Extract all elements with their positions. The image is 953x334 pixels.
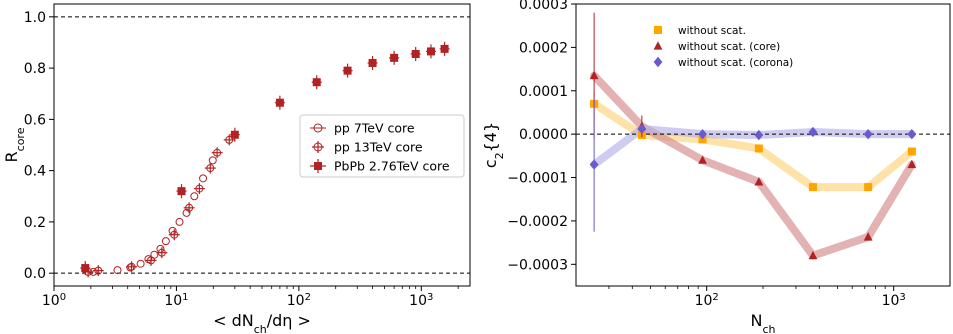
pp7-point xyxy=(199,174,208,183)
legend-label: PbPb 2.76TeV core xyxy=(334,159,450,174)
x-axis-label: Nch xyxy=(751,311,776,334)
y-tick-label: 0.0 xyxy=(24,266,46,282)
y-tick-label: 0.4 xyxy=(24,164,46,180)
pbpb-point xyxy=(411,49,420,58)
pp13-point xyxy=(92,265,104,277)
pp13-point xyxy=(211,147,223,159)
pp13-point xyxy=(204,162,216,174)
pbpb-point xyxy=(177,187,186,196)
legend-label: without scat. (corona) xyxy=(678,57,793,69)
data-point xyxy=(864,183,873,192)
pbpb-point xyxy=(426,47,435,56)
pp7-point xyxy=(161,237,170,246)
data-point xyxy=(637,123,647,135)
legend-marker xyxy=(313,123,323,133)
rcore-panel: 100 101 102 103 0.0 0.2 0.4 0.6 0.8 1.0 < dNch/dη … xyxy=(2,3,471,334)
pbpb-point xyxy=(81,264,90,273)
legend-marker xyxy=(653,41,663,50)
pp7-point xyxy=(208,156,217,165)
data-point xyxy=(808,250,818,260)
pbpb-point xyxy=(368,58,377,67)
legend-label: without scat. (core) xyxy=(678,41,780,53)
data-point xyxy=(698,128,707,140)
data-point xyxy=(589,159,599,170)
data-point xyxy=(808,183,817,192)
legend-marker xyxy=(312,141,324,153)
x-tick-label: 102 xyxy=(695,292,719,310)
data-point xyxy=(907,159,917,169)
pbpb-point xyxy=(440,44,449,53)
pp13-point xyxy=(145,254,157,266)
x-tick-label: 103 xyxy=(409,292,433,310)
y-tick-label: 1.0 xyxy=(24,10,46,26)
x-tick-label: 103 xyxy=(882,292,906,310)
y-tick-label: 0.0003 xyxy=(519,0,568,13)
legend-box xyxy=(299,114,465,178)
pbpb-point xyxy=(230,130,239,139)
data-point xyxy=(698,155,707,164)
y-tick-label: 0.8 xyxy=(24,61,46,77)
pp13-point xyxy=(126,261,138,273)
plot-frame xyxy=(53,3,471,287)
data-point xyxy=(589,70,599,80)
pp13-point xyxy=(223,134,235,146)
data-point xyxy=(863,232,873,241)
legend-label: without scat. xyxy=(678,25,746,37)
pp7-point xyxy=(190,192,199,201)
legend-marker xyxy=(653,56,663,68)
pbpb-point xyxy=(390,53,399,62)
pp13-point xyxy=(168,229,180,241)
pp13-point xyxy=(183,202,195,214)
y-tick-label: −0.0002 xyxy=(507,214,568,230)
y-tick-label: −0.0003 xyxy=(507,257,568,273)
pp7-point xyxy=(175,217,184,226)
x-axis-label: < dNch/dη > xyxy=(213,311,311,334)
legend-marker xyxy=(314,162,322,170)
pp13-point xyxy=(193,183,205,195)
c24-panel: 102 103 −0.0003 −0.0002 −0.0001 0.0000 0.0001 0… xyxy=(481,0,951,334)
legend-marker xyxy=(654,26,662,34)
plot-frame xyxy=(575,3,951,287)
y-tick-label: 0.0000 xyxy=(519,127,568,143)
legend-label: pp 7TeV core xyxy=(334,121,415,136)
pp7-point xyxy=(182,208,191,217)
y-tick-label: −0.0001 xyxy=(507,171,568,187)
y-axis-label: c2{4} xyxy=(481,122,506,168)
pbpb-point xyxy=(343,66,352,75)
band-1 xyxy=(590,71,916,260)
pp7-point xyxy=(113,266,122,275)
data-point xyxy=(754,177,764,186)
x-tick-label: 101 xyxy=(164,292,188,310)
y-axis-label: Rcore xyxy=(2,127,27,162)
x-tick-label: 100 xyxy=(42,292,66,310)
x-tick-label: 102 xyxy=(287,292,311,310)
pbpb-point xyxy=(312,78,321,87)
y-tick-label: 0.6 xyxy=(24,112,46,128)
y-tick-label: 0.2 xyxy=(24,215,46,231)
data-point xyxy=(907,128,917,140)
pp7-point xyxy=(136,259,145,268)
pp7-point xyxy=(126,263,135,272)
data-point xyxy=(907,147,916,156)
data-point xyxy=(698,135,707,144)
data-point xyxy=(808,126,818,138)
y-tick-label: 0.0002 xyxy=(519,40,568,56)
data-point xyxy=(754,144,763,153)
data-point xyxy=(754,129,764,141)
pp13-point xyxy=(156,247,168,259)
y-tick-label: 0.0001 xyxy=(519,84,568,100)
data-point xyxy=(863,128,873,140)
legend-label: pp 13TeV core xyxy=(334,140,423,155)
pbpb-point xyxy=(275,98,284,107)
